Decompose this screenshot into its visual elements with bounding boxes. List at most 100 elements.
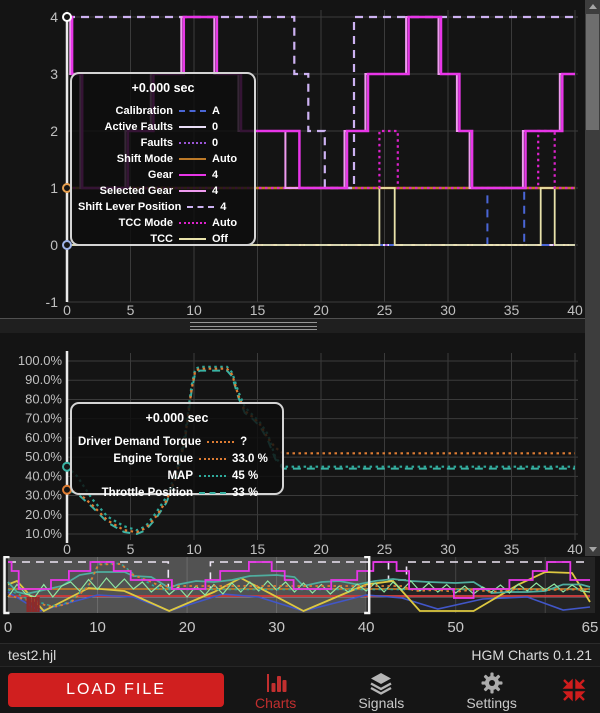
torque-chart[interactable]: 100.0% 90.0% 80.0% 70.0% 60.0% 50.0% 40.0% 30.0…	[0, 333, 585, 556]
line-style-sample	[187, 206, 215, 208]
gears-chart-tooltip: +0.000 sec Calibration A Active Faults 0 Fau…	[70, 72, 256, 246]
scroll-up-button[interactable]	[585, 0, 600, 13]
charts-region: -1 0 1 2 3 4 0 5 10 15 20 25 30 35 40 100.0% 90.0% 80.0%…	[0, 0, 600, 556]
scroll-down-button[interactable]	[585, 543, 600, 556]
svg-text:25: 25	[377, 302, 393, 318]
svg-text:20: 20	[313, 541, 329, 556]
tab-signals[interactable]: Signals	[358, 669, 404, 711]
tab-charts[interactable]: Charts	[255, 669, 296, 711]
tooltip-row: Shift Lever Position 4	[78, 199, 248, 215]
signal-label: Driver Demand Torque	[78, 435, 202, 448]
svg-text:30.0%: 30.0%	[25, 488, 62, 503]
svg-text:20: 20	[179, 619, 196, 636]
triangle-down-icon	[588, 547, 597, 552]
svg-text:3: 3	[50, 66, 58, 82]
tooltip-row: Throttle Position 33 %	[78, 484, 276, 501]
svg-text:50.0%: 50.0%	[25, 449, 62, 464]
selection-handle[interactable]	[3, 556, 10, 615]
signal-value: Auto	[212, 153, 238, 165]
svg-text:25: 25	[377, 541, 393, 556]
line-style-sample	[207, 440, 235, 443]
bar-chart-icon	[266, 674, 287, 692]
scrollbar-thumb[interactable]	[586, 14, 599, 130]
tooltip-row: Gear 4	[78, 167, 248, 183]
line-style-sample	[179, 126, 206, 128]
svg-text:10: 10	[186, 302, 202, 318]
svg-text:30: 30	[440, 541, 456, 556]
svg-text:30: 30	[268, 619, 285, 636]
signal-value: Off	[212, 233, 228, 245]
line-style-sample	[199, 474, 226, 477]
signal-label: Shift Lever Position	[78, 201, 182, 213]
collapse-panel-control[interactable]	[548, 676, 600, 704]
chart-splitter[interactable]	[0, 318, 600, 333]
tab-label: Charts	[255, 695, 297, 711]
bottom-toolbar: LOAD FILE Charts Signals	[0, 666, 600, 713]
vertical-scrollbar[interactable]	[585, 0, 600, 556]
svg-text:40: 40	[567, 541, 583, 556]
line-style-sample	[179, 190, 206, 192]
tooltip-row: Active Faults 0	[78, 119, 248, 135]
signal-label: Calibration	[115, 105, 173, 117]
tab-label: Signals	[358, 695, 405, 711]
svg-text:15: 15	[250, 541, 266, 556]
signal-label: Engine Torque	[113, 452, 193, 465]
svg-text:50: 50	[447, 619, 464, 636]
signal-value: 33 %	[232, 486, 259, 499]
tooltip-row: TCC Mode Auto	[78, 215, 248, 231]
signal-label: Active Faults	[104, 121, 173, 133]
tooltip-row: Selected Gear 4	[78, 183, 248, 199]
svg-text:35: 35	[504, 541, 520, 556]
line-style-sample	[179, 174, 206, 176]
tooltip-row: TCC Off	[78, 231, 248, 247]
layers-icon	[370, 673, 392, 695]
svg-text:4: 4	[50, 9, 58, 25]
selection-handle[interactable]	[364, 556, 371, 615]
tooltip-row: Driver Demand Torque?	[78, 433, 276, 450]
collapse-arrows-icon	[562, 678, 586, 702]
svg-text:0: 0	[63, 302, 71, 318]
svg-text:40: 40	[358, 619, 375, 636]
svg-text:0: 0	[63, 541, 71, 556]
tooltip-rows: Driver Demand Torque? Engine Torque 33.0 %…	[78, 433, 276, 501]
svg-text:100.0%: 100.0%	[18, 353, 63, 368]
svg-text:10: 10	[89, 619, 106, 636]
line-style-sample	[199, 491, 226, 494]
svg-text:90.0%: 90.0%	[25, 372, 62, 387]
signal-value: 4	[212, 169, 219, 181]
tooltip-row: MAP 45 %	[78, 467, 276, 484]
gear-icon	[481, 672, 503, 694]
line-style-sample	[179, 222, 206, 224]
triangle-up-icon	[588, 4, 597, 9]
svg-text:15: 15	[250, 302, 266, 318]
signal-label: Faults	[140, 137, 173, 149]
signal-value: 4	[212, 185, 219, 197]
line-style-sample	[179, 110, 206, 112]
tooltip-row: Shift Mode Auto	[78, 151, 248, 167]
line-style-sample	[179, 142, 206, 144]
line-style-sample	[179, 238, 206, 240]
overview-navigator-chart[interactable]: 0 10 20 30 40 50 65	[0, 556, 600, 643]
tooltip-row: Calibration A	[78, 103, 248, 119]
status-bar: test2.hjl HGM Charts 0.1.21	[0, 643, 600, 666]
nav-tabs: Charts Signals	[224, 667, 548, 713]
svg-text:40: 40	[567, 302, 583, 318]
tooltip-row: Faults 0	[78, 135, 248, 151]
signal-value: 4	[220, 201, 227, 213]
signal-label: TCC Mode	[118, 217, 173, 229]
tooltip-timestamp: +0.000 sec	[131, 81, 195, 95]
svg-text:5: 5	[127, 541, 135, 556]
load-file-button[interactable]: LOAD FILE	[8, 673, 224, 707]
splitter-grip-icon[interactable]	[190, 322, 317, 330]
signal-label: Gear	[147, 169, 173, 181]
torque-chart-tooltip: +0.000 sec Driver Demand Torque? Engine T…	[70, 402, 284, 499]
tooltip-timestamp: +0.000 sec	[145, 411, 209, 425]
tab-settings[interactable]: Settings	[466, 669, 517, 711]
line-style-sample	[199, 457, 226, 460]
svg-text:10: 10	[186, 541, 202, 556]
svg-text:35: 35	[504, 302, 520, 318]
svg-text:65: 65	[582, 619, 599, 636]
svg-text:20: 20	[313, 302, 329, 318]
tab-label: Settings	[466, 695, 517, 711]
